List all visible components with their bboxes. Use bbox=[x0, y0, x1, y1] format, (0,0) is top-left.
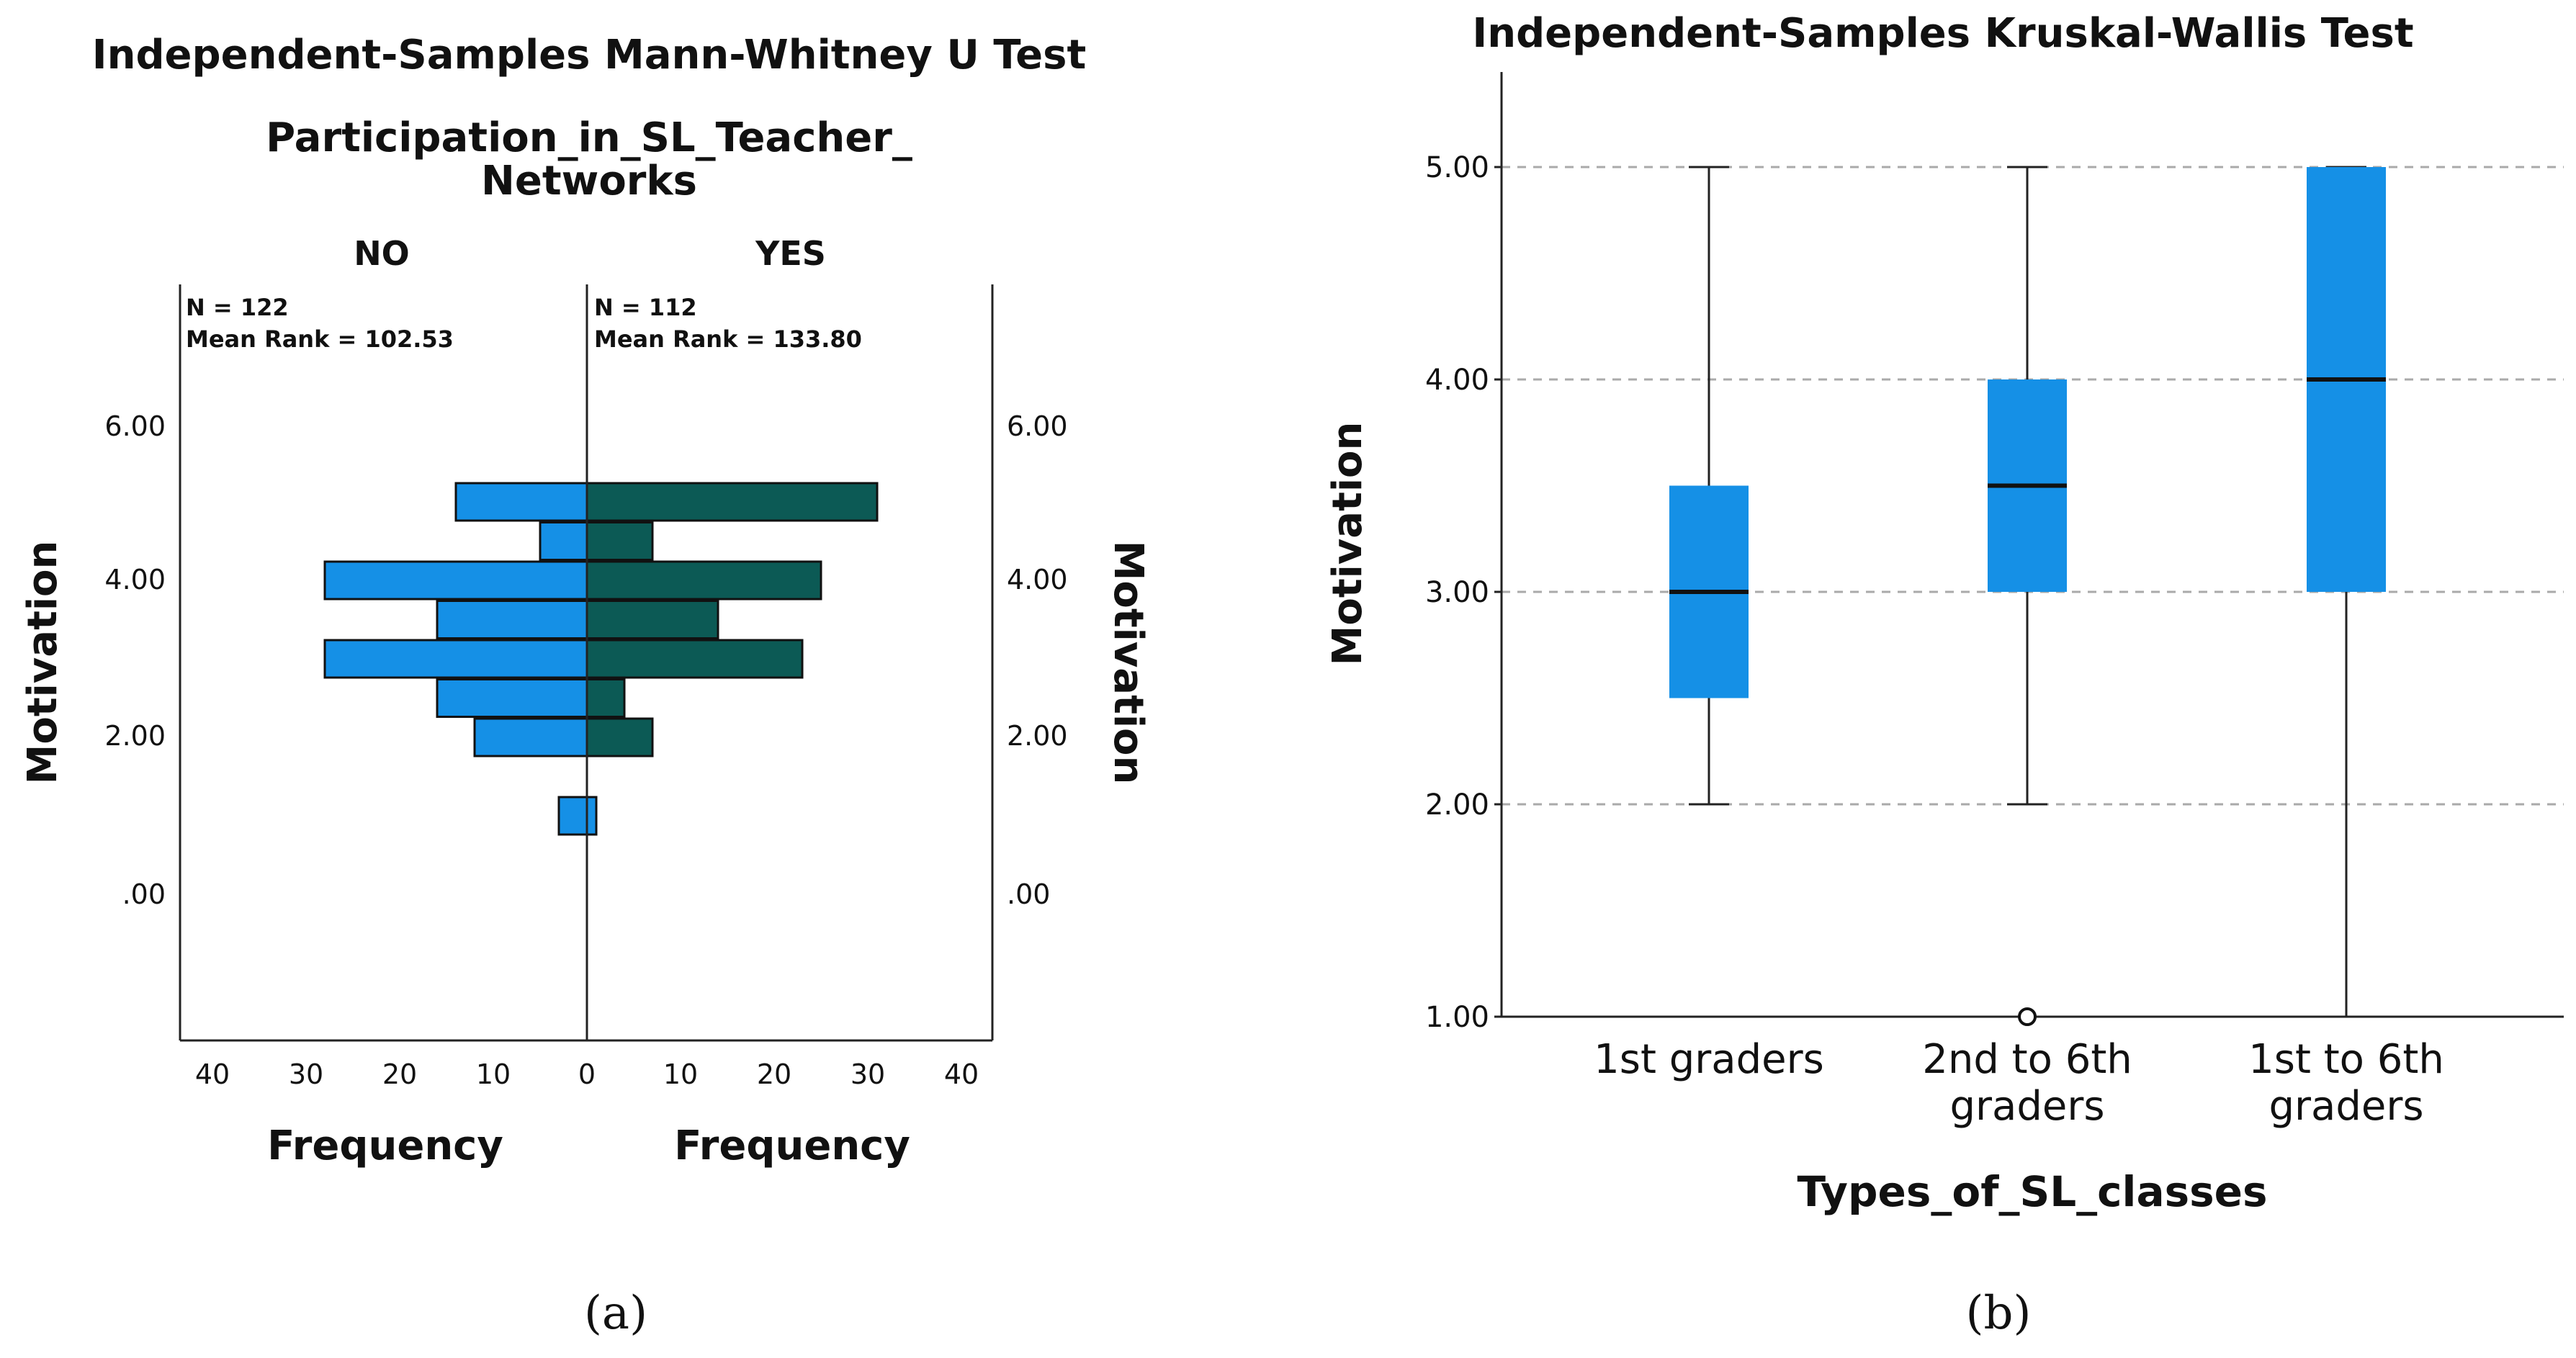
pyramid-left-ytick: 4.00 bbox=[104, 564, 166, 595]
pyramid-right-ylabel: Motivation bbox=[1105, 541, 1152, 785]
bar-yes bbox=[585, 482, 879, 522]
boxplot-category-label: 2nd to 6th bbox=[1922, 1036, 2132, 1083]
pyramid-xtick-right: 40 bbox=[944, 1058, 979, 1090]
boxplot-ytick-label: 4.00 bbox=[1425, 364, 1489, 397]
pyramid-xtick-right: 30 bbox=[851, 1058, 885, 1090]
boxplot-ytick-label: 1.00 bbox=[1425, 1001, 1489, 1034]
pyramid-right-ytick: 4.00 bbox=[1007, 564, 1068, 595]
bar-yes bbox=[585, 639, 804, 679]
panel-a-subtitle-line2: Networks bbox=[481, 158, 697, 204]
bar-no bbox=[436, 600, 588, 639]
pyramid-xtick-right: 10 bbox=[663, 1058, 698, 1090]
panel-b-caption: (b) bbox=[1966, 1287, 2032, 1340]
group-yes-mean-rank: Mean Rank = 133.80 bbox=[594, 325, 862, 353]
pyramid-xtick-left: 20 bbox=[382, 1058, 417, 1090]
pyramid-right-ytick: .00 bbox=[1007, 878, 1050, 910]
pyramid-bars bbox=[323, 482, 879, 836]
boxplot-ytick-label: 2.00 bbox=[1425, 788, 1489, 822]
boxplot-xlabel: Types_of_SL_classes bbox=[1798, 1167, 2268, 1216]
bar-yes bbox=[585, 521, 654, 561]
outlier-point bbox=[2018, 1007, 2037, 1026]
pyramid-right-ytick: 6.00 bbox=[1007, 410, 1068, 442]
group-no-label: NO bbox=[354, 234, 410, 273]
panel-b-title: Independent-Samples Kruskal-Wallis Test bbox=[1472, 10, 2413, 57]
boxplot-boxes bbox=[1669, 166, 2386, 1026]
panel-b: Independent-Samples Kruskal-Wallis Test … bbox=[1324, 10, 2564, 1340]
pyramid-right-xlabel: Frequency bbox=[674, 1123, 910, 1169]
panel-a: Independent-Samples Mann-Whitney U Test … bbox=[19, 32, 1152, 1340]
group-yes-label: YES bbox=[755, 234, 826, 273]
panel-a-title: Independent-Samples Mann-Whitney U Test bbox=[92, 32, 1086, 78]
panel-a-subtitle-line1: Participation_in_SL_Teacher_ bbox=[266, 114, 912, 161]
bar-yes bbox=[585, 600, 719, 639]
boxplot-ytick-label: 5.00 bbox=[1425, 151, 1489, 184]
boxplot-category-label: graders bbox=[1949, 1083, 2104, 1130]
panel-a-caption: (a) bbox=[584, 1287, 647, 1340]
pyramid-left-ytick: 2.00 bbox=[104, 720, 166, 752]
boxplot-ticks: 1.00 2.00 3.00 4.00 5.00 bbox=[1425, 151, 1502, 1034]
pyramid-left-ylabel: Motivation bbox=[19, 541, 66, 785]
pyramid-xtick-left: 40 bbox=[195, 1058, 230, 1090]
boxplot-category-label: 1st to 6th bbox=[2248, 1036, 2444, 1083]
bar-yes bbox=[585, 717, 654, 757]
group-no-n: N = 122 bbox=[186, 294, 289, 321]
group-no-mean-rank: Mean Rank = 102.53 bbox=[186, 325, 454, 353]
bar-no bbox=[436, 678, 588, 718]
pyramid-xtick-right: 20 bbox=[757, 1058, 791, 1090]
bar-no bbox=[323, 560, 588, 601]
boxplot-category-label: 1st graders bbox=[1594, 1036, 1824, 1083]
pyramid-xtick-left: 30 bbox=[289, 1058, 323, 1090]
bar-yes bbox=[585, 678, 626, 718]
boxplot-ylabel: Motivation bbox=[1324, 422, 1371, 666]
bar-no bbox=[323, 639, 588, 679]
bar-no bbox=[557, 796, 588, 836]
pyramid-xtick-left: 10 bbox=[476, 1058, 511, 1090]
bar-yes bbox=[585, 796, 598, 836]
bar-no bbox=[539, 521, 588, 561]
pyramid-xtick-zero: 0 bbox=[578, 1058, 596, 1090]
bar-no bbox=[473, 717, 588, 757]
group-yes-n: N = 112 bbox=[594, 294, 697, 321]
bar-yes bbox=[585, 560, 822, 601]
pyramid-right-ytick: 2.00 bbox=[1007, 720, 1068, 752]
pyramid-left-ytick: 6.00 bbox=[104, 410, 166, 442]
bar-no bbox=[454, 482, 588, 522]
pyramid-left-ytick: .00 bbox=[122, 878, 166, 910]
boxplot-category-label: graders bbox=[2268, 1083, 2423, 1130]
pyramid-left-xlabel: Frequency bbox=[267, 1123, 503, 1169]
boxplot-ytick-label: 3.00 bbox=[1425, 576, 1489, 609]
